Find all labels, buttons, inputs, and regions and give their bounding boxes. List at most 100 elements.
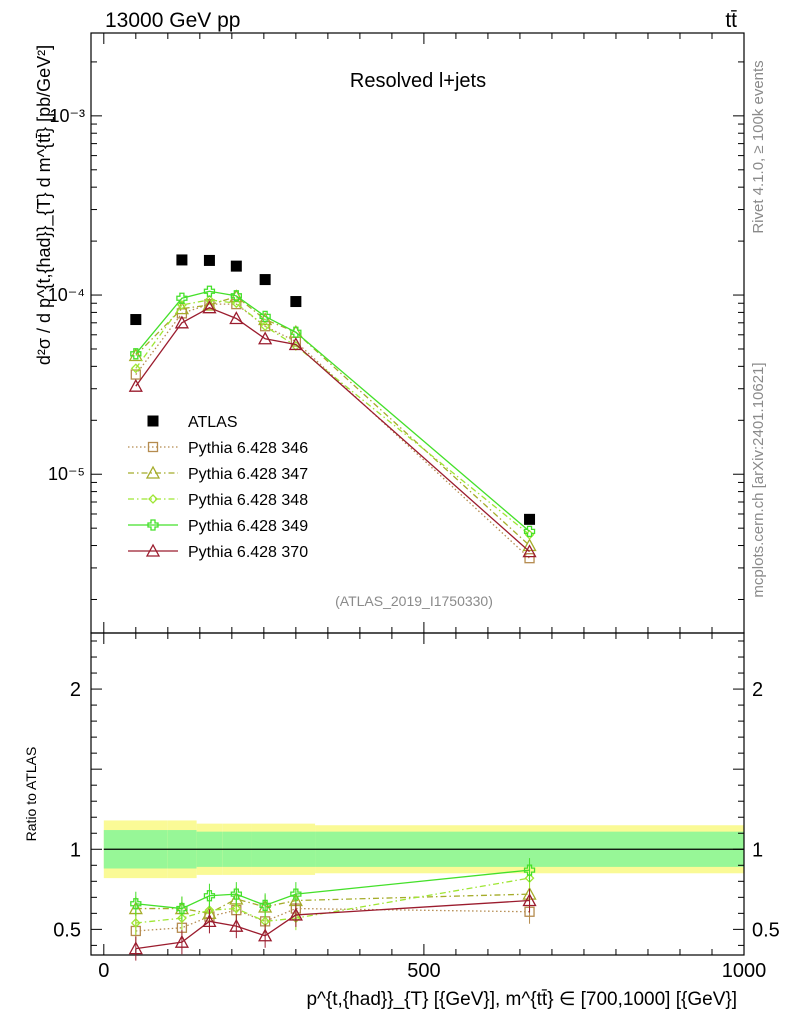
ratio-point: [524, 873, 535, 884]
ratio-point: [130, 918, 141, 928]
main-point: [230, 290, 242, 302]
main-point: [130, 348, 142, 360]
main-line-pythia-6-428-370: [135, 306, 530, 553]
ratio-series-pythia-6-428-370: [128, 888, 537, 961]
x-tick-label: 0: [98, 960, 109, 982]
main-point: [203, 254, 215, 266]
mcplots-site-label: mcplots.cern.ch [arXiv:2401.10621]: [750, 362, 767, 597]
ratio-point: [202, 914, 217, 928]
main-point: [524, 513, 536, 525]
process-label: tt̄: [725, 9, 737, 32]
x-axis-title: p^{t,{had}}_{T} [{GeV}], m^{tt̄} ∈ [700,…: [306, 989, 737, 1010]
plot-title: Resolved l+jets: [350, 70, 486, 92]
main-point: [231, 298, 242, 309]
main-point: [204, 294, 215, 305]
main-line-pythia-6-428-349: [135, 290, 530, 532]
ratio-point: [203, 890, 216, 902]
ratio-point: [259, 899, 271, 911]
main-line-pythia-6-428-348: [135, 299, 530, 536]
main-point: [522, 544, 537, 558]
main-point: [176, 300, 187, 310]
ratio-point: [258, 928, 273, 942]
main-point: [229, 311, 244, 325]
main-point: [290, 326, 302, 338]
legend-label: Pythia 6.428 348: [188, 492, 308, 509]
main-point: [258, 331, 273, 345]
ratio-point: [522, 893, 537, 907]
ratio-point: [128, 941, 143, 955]
legend-label: Pythia 6.428 370: [188, 544, 308, 561]
main-point: [174, 301, 190, 315]
legend-marker: [147, 519, 159, 531]
legend-item: Pythia 6.428 349: [128, 518, 308, 535]
ratio-point: [130, 898, 142, 910]
ratio-point: [176, 902, 188, 915]
ratio-point: [176, 913, 187, 924]
ratio-line-pythia-6-428-370: [135, 899, 530, 950]
main-series-pythia-6-428-349: [130, 285, 536, 537]
ratio-y-tick-label: 2: [70, 679, 81, 701]
ratio-y-tick-label: 1: [70, 839, 81, 861]
legend-marker: [145, 543, 161, 557]
ratio-point: [290, 888, 302, 900]
main-point: [230, 260, 242, 272]
x-tick-label: 1000: [722, 960, 767, 982]
main-y-axis-title: d²σ / d p^{t,{had}}_{T} d m^{tt̄} [pb/Ge…: [34, 45, 55, 365]
main-point: [176, 254, 188, 266]
main-point: [259, 310, 271, 323]
main-point: [260, 321, 271, 332]
main-point: [202, 300, 217, 314]
main-point: [130, 314, 142, 326]
ratio-point: [231, 903, 242, 914]
legend-marker: [147, 415, 159, 427]
legend-item: Pythia 6.428 370: [128, 543, 308, 561]
plot-layer: 10⁻⁵ 10⁻⁴ 10⁻³ 0 500 1000 0.5 0.5 1 1 2 2 ATLAS Pythi…: [48, 32, 780, 982]
ratio-panel-frame: [90, 632, 745, 956]
analysis-id: (ATLAS_2019_I1750330): [335, 593, 493, 609]
main-y-tick-label: 10⁻⁵: [48, 464, 85, 484]
x-tick-label: 500: [407, 960, 440, 982]
legend-item: Pythia 6.428 347: [128, 465, 308, 483]
main-point: [259, 274, 271, 286]
main-point: [288, 337, 303, 351]
ratio-y-tick-label-right: 2: [752, 679, 763, 701]
legend-marker: [148, 494, 158, 504]
main-panel-frame: [90, 32, 745, 634]
main-point: [174, 315, 190, 329]
rivet-version-label: Rivet 4.1.0, ≥ 100k events: [750, 60, 767, 233]
main-point: [522, 538, 537, 552]
main-point: [229, 289, 244, 303]
ratio-y-tick-label-right: 1: [752, 839, 763, 861]
main-point: [203, 285, 216, 297]
ratio-line-pythia-6-428-348: [135, 877, 530, 924]
main-series-pythia-6-428-370: [128, 300, 537, 558]
ratio-y-tick-label-right: 0.5: [752, 919, 780, 941]
ratio-line-pythia-6-428-346: [135, 907, 530, 932]
main-point: [290, 296, 302, 308]
legend-item: Pythia 6.428 346: [128, 440, 308, 457]
ratio-y-axis-title: Ratio to ATLAS: [23, 747, 39, 842]
legend-label: ATLAS: [188, 414, 238, 431]
legend-marker: [145, 465, 161, 479]
energy-label: 13000 GeV pp: [105, 9, 240, 32]
main-point: [128, 348, 143, 362]
main-y-tick-label: 10⁻³: [49, 106, 85, 126]
main-point: [130, 363, 141, 374]
main-point: [524, 553, 535, 564]
ratio-point: [523, 864, 536, 876]
legend-label: Pythia 6.428 346: [188, 440, 308, 457]
ratio-series-pythia-6-428-349: [130, 858, 536, 921]
ratio-y-tick-label: 0.5: [53, 919, 81, 941]
main-point: [128, 378, 143, 392]
legend-marker: [147, 441, 159, 453]
legend-item: ATLAS: [147, 414, 238, 431]
main-series-atlas: [130, 254, 536, 525]
legend-label: Pythia 6.428 347: [188, 466, 308, 483]
ratio-point: [230, 888, 242, 900]
ratio-point: [174, 934, 190, 948]
ratio-point: [288, 907, 303, 921]
ratio-point: [229, 918, 244, 932]
legend-item: Pythia 6.428 348: [128, 492, 308, 509]
main-point: [202, 297, 217, 311]
